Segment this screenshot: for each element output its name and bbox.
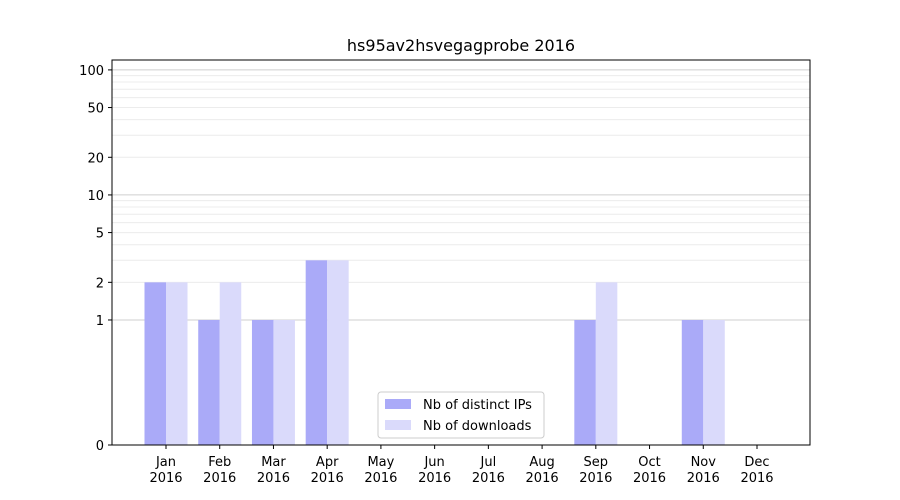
legend-swatch-downloads bbox=[385, 420, 411, 430]
x-tick-label: Dec 2016 bbox=[740, 455, 773, 486]
x-axis: Jan 2016 Feb 2016 Mar 2016 Apr 2016 May 2016 Jun 20… bbox=[149, 445, 774, 486]
x-tick-label: Mar 2016 bbox=[257, 455, 290, 486]
x-tick-label: Oct 2016 bbox=[633, 455, 666, 486]
y-tick-label: 0 bbox=[96, 439, 104, 454]
x-tick-label: May 2016 bbox=[364, 455, 397, 486]
bar-downloads bbox=[273, 319, 295, 445]
bar-downloads bbox=[703, 319, 725, 445]
x-tick-label: Jan 2016 bbox=[149, 455, 182, 486]
bar-downloads bbox=[166, 282, 188, 445]
bar-distinct-ips bbox=[574, 319, 596, 445]
y-tick-label: 10 bbox=[87, 189, 104, 204]
bar-distinct-ips bbox=[144, 282, 166, 445]
x-tick-label: Aug 2016 bbox=[526, 455, 559, 486]
y-tick-label: 2 bbox=[96, 276, 104, 291]
bar-downloads bbox=[219, 282, 242, 445]
plot-frame bbox=[111, 59, 811, 446]
legend-label-ips: Nb of distinct IPs bbox=[423, 398, 532, 413]
y-tick-label: 100 bbox=[79, 64, 104, 79]
bar-distinct-ips bbox=[681, 319, 704, 445]
bar-distinct-ips bbox=[305, 260, 328, 445]
legend-label-downloads: Nb of downloads bbox=[423, 419, 532, 434]
y-tick-label: 1 bbox=[96, 314, 104, 329]
legend-box bbox=[377, 391, 545, 439]
x-tick-label: Apr 2016 bbox=[311, 455, 344, 486]
x-tick-label: Jul 2016 bbox=[472, 455, 505, 486]
bar-distinct-ips bbox=[251, 319, 274, 445]
x-tick-label: Sep 2016 bbox=[579, 455, 612, 486]
x-tick-label: Feb 2016 bbox=[203, 455, 236, 486]
legend: Nb of distinct IPs Nb of downloads bbox=[377, 391, 545, 439]
x-tick-label: Jun 2016 bbox=[418, 455, 451, 486]
bar-downloads bbox=[327, 260, 349, 445]
chart-title: hs95av2hsvegagprobe 2016 bbox=[347, 36, 575, 55]
y-tick-label: 50 bbox=[87, 102, 104, 117]
x-tick-label: Nov 2016 bbox=[687, 455, 720, 486]
y-tick-label: 20 bbox=[87, 151, 104, 166]
grid-lines bbox=[112, 69, 810, 321]
legend-swatch-ips bbox=[385, 399, 411, 409]
bar-downloads bbox=[595, 282, 618, 445]
y-tick-label: 5 bbox=[96, 227, 104, 242]
bars bbox=[144, 260, 725, 445]
bar-distinct-ips bbox=[198, 319, 220, 445]
y-axis: 0 1 2 5 10 20 50 100 bbox=[79, 64, 112, 454]
